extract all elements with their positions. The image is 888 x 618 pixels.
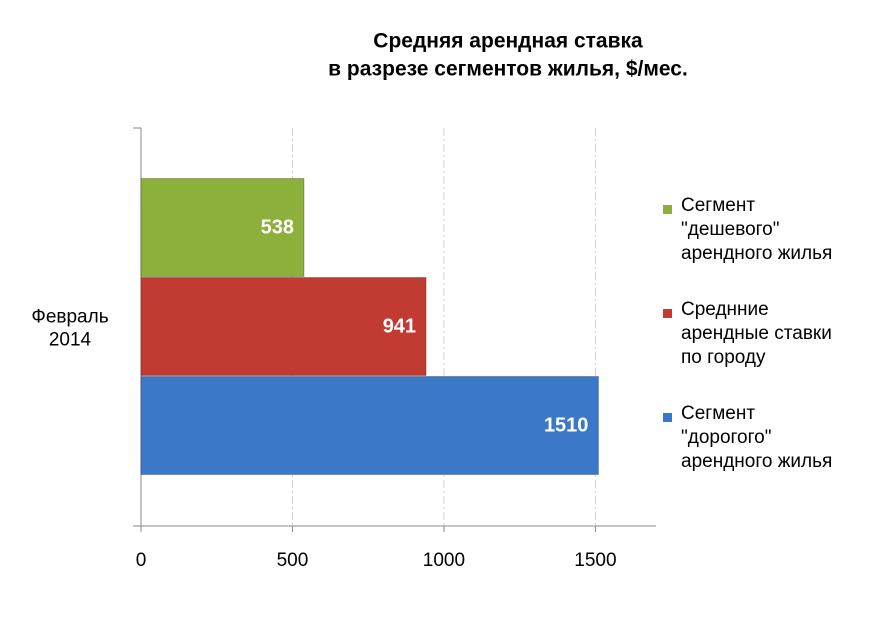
value-label: 941: [383, 315, 416, 337]
legend-marker: [663, 205, 672, 214]
x-tick-label: 1000: [423, 550, 465, 571]
bar: [140, 178, 305, 277]
legend-marker: [663, 413, 672, 422]
x-tick-label: 1500: [574, 550, 616, 571]
bar: [140, 277, 427, 376]
chart-title: Средняя арендная ставка: [373, 30, 643, 53]
legend-marker: [663, 309, 672, 318]
legend-label: Сегмент "дешевого" арендного жилья: [681, 195, 832, 264]
legend-label: Среднние арендные ставки по городу: [681, 299, 832, 368]
legend-label: Сегмент "дорогого" арендного жилья: [681, 403, 832, 472]
y-tick-label: Февраль 2014: [31, 307, 108, 351]
value-label: 538: [261, 216, 294, 238]
x-tick-label: 0: [136, 550, 147, 571]
bar: [140, 376, 599, 475]
value-label: 1510: [544, 414, 589, 436]
chart-title: в разрезе сегментов жилья, $/мес.: [328, 58, 688, 81]
x-tick-label: 500: [277, 550, 309, 571]
